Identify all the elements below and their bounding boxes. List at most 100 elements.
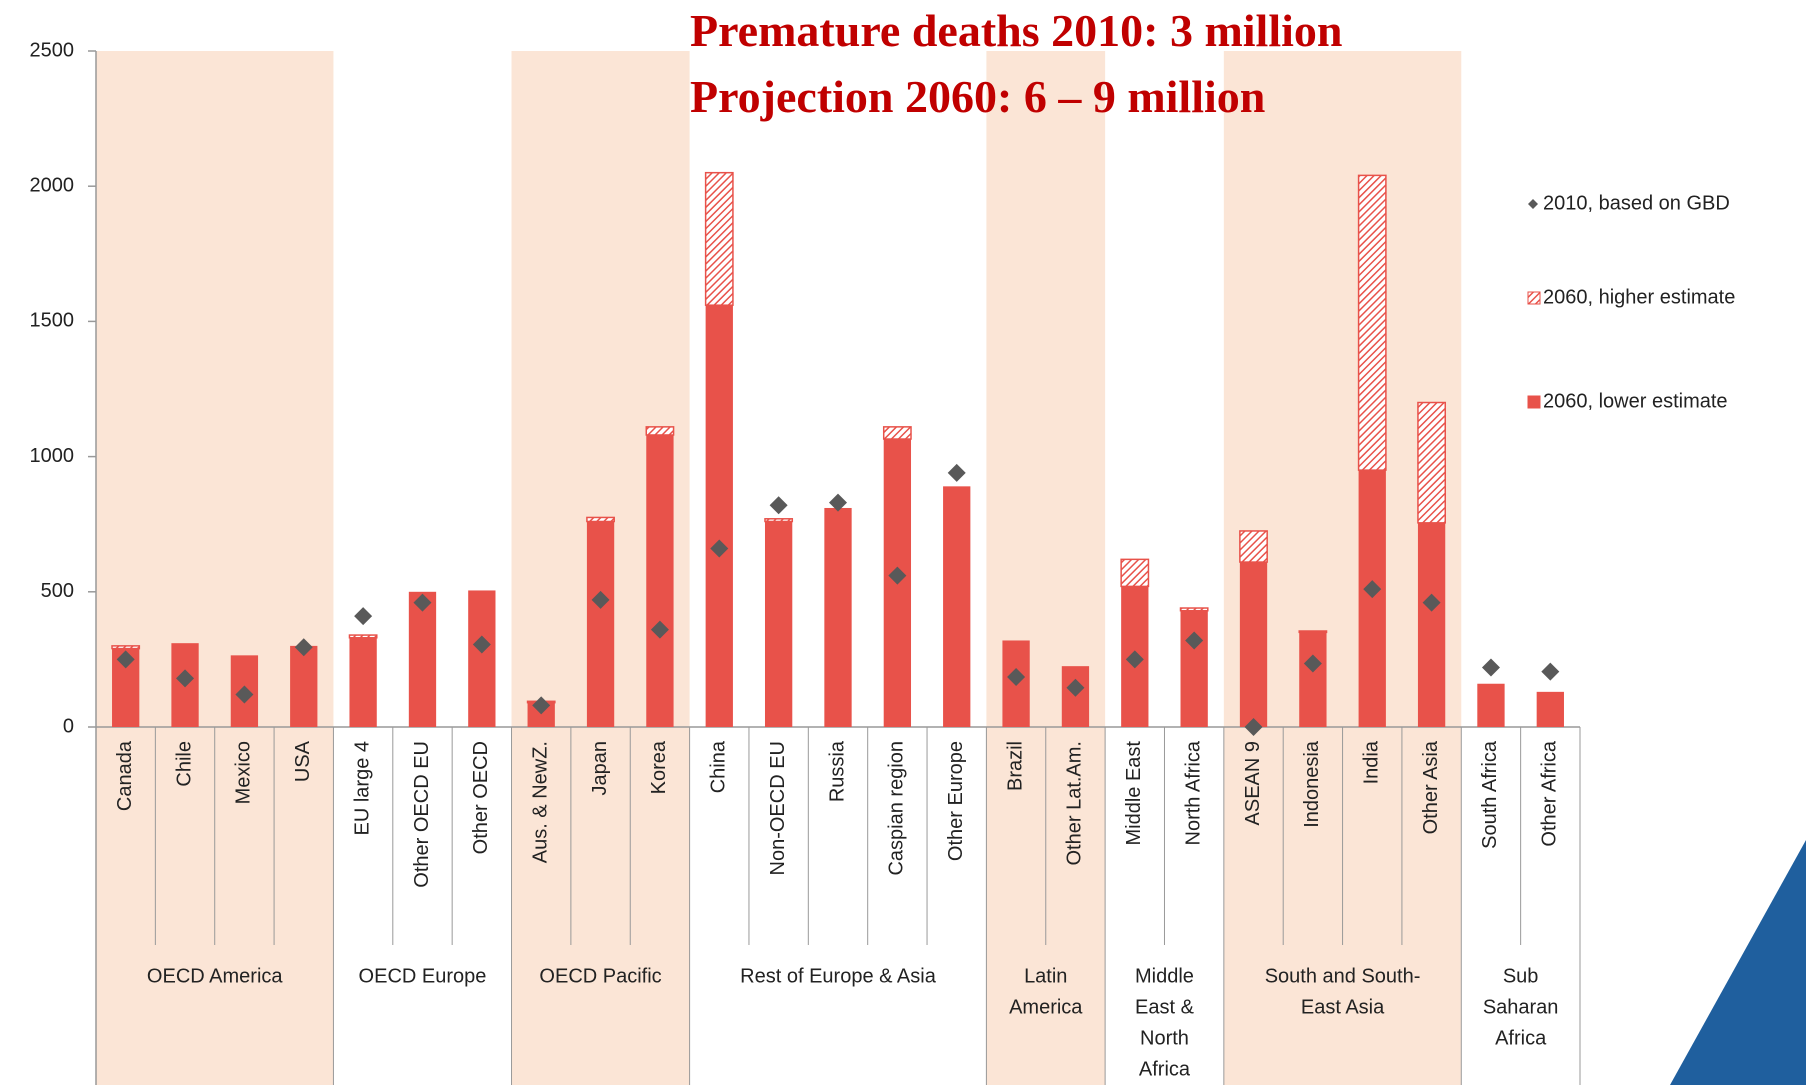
marker-2010 xyxy=(1125,650,1144,669)
marker-2010 xyxy=(1481,658,1500,677)
y-tick-label: 500 xyxy=(41,580,74,602)
marker-2010 xyxy=(176,669,195,688)
bar-lower-estimate xyxy=(290,645,318,727)
x-tick-label: Other OECD EU xyxy=(411,741,433,888)
group-label: Latin xyxy=(1024,965,1067,987)
group-label: OECD Pacific xyxy=(539,965,661,987)
x-tick-label: Middle East xyxy=(1123,741,1145,846)
marker-2010 xyxy=(1541,662,1560,681)
legend-marker xyxy=(1527,291,1541,305)
bar-higher-estimate xyxy=(586,516,615,523)
bar-lower-estimate xyxy=(1239,562,1268,727)
y-tick-label: 1500 xyxy=(30,310,75,332)
bar-higher-estimate xyxy=(645,426,675,436)
chart-title: Projection 2060: 6 – 9 million xyxy=(690,71,1265,122)
bar-lower-estimate xyxy=(349,637,377,727)
bar-higher-estimate xyxy=(704,171,734,306)
marker-2010 xyxy=(769,496,788,515)
x-tick-label: Chile xyxy=(173,741,195,787)
marker-2010 xyxy=(235,685,254,704)
bar-lower-estimate xyxy=(1358,470,1386,727)
group-label: South and South- xyxy=(1265,965,1421,987)
bar-lower-estimate xyxy=(1180,610,1208,727)
marker-2010 xyxy=(1303,654,1322,673)
bar-lower-estimate xyxy=(408,591,437,727)
x-tick-label: Russia xyxy=(826,740,848,802)
marker-2010 xyxy=(116,650,135,669)
marker-2010 xyxy=(650,620,669,639)
bar-higher-estimate xyxy=(348,634,378,639)
group-label: OECD America xyxy=(147,965,283,987)
x-tick-label: Aus. & NewZ. xyxy=(529,741,551,863)
x-tick-label: Other Europe xyxy=(945,741,967,861)
legend-label: 2060, lower estimate xyxy=(1543,390,1728,412)
x-tick-label: Other Asia xyxy=(1420,740,1442,834)
bar-higher-estimate xyxy=(1298,630,1328,634)
x-tick-label: Canada xyxy=(114,740,136,811)
bar-lower-estimate xyxy=(586,521,615,727)
chart-title: Premature deaths 2010: 3 million xyxy=(690,5,1342,56)
x-tick-label: Indonesia xyxy=(1301,740,1323,828)
group-label: East Asia xyxy=(1301,996,1385,1018)
bar-lower-estimate xyxy=(943,486,971,727)
bar-lower-estimate xyxy=(824,507,852,727)
marker-2010 xyxy=(888,566,907,585)
decoration xyxy=(1670,840,1806,1085)
group-label: America xyxy=(1009,996,1083,1018)
x-tick-label: Non-OECD EU xyxy=(767,741,789,875)
marker-2010 xyxy=(1007,667,1026,686)
x-tick-label: India xyxy=(1361,740,1383,784)
bar-lower-estimate xyxy=(1299,632,1327,727)
x-tick-label: Korea xyxy=(648,740,670,794)
group-label: Sub xyxy=(1503,965,1539,987)
legend-marker xyxy=(1528,199,1538,209)
bar-higher-estimate xyxy=(1239,530,1268,563)
legend-marker xyxy=(1527,395,1541,409)
x-tick-label: USA xyxy=(292,740,314,782)
y-tick-label: 0 xyxy=(63,715,74,737)
legend-label: 2010, based on GBD xyxy=(1543,192,1730,214)
group-label: Rest of Europe & Asia xyxy=(740,965,937,987)
group-label: OECD Europe xyxy=(359,965,487,987)
y-tick-label: 2500 xyxy=(30,39,75,61)
marker-2010 xyxy=(591,590,610,609)
marker-2010 xyxy=(294,638,313,657)
bar-higher-estimate xyxy=(764,518,794,523)
bar-lower-estimate xyxy=(1477,683,1505,727)
bar-higher-estimate xyxy=(1179,607,1209,612)
bar-lower-estimate xyxy=(468,590,496,727)
x-tick-label: North Africa xyxy=(1182,740,1204,845)
group-label: Africa xyxy=(1495,1027,1547,1049)
bar-lower-estimate xyxy=(1417,522,1446,727)
x-tick-label: Brazil xyxy=(1004,741,1026,791)
marker-2010 xyxy=(1244,718,1263,736)
x-tick-label: Other OECD xyxy=(470,741,492,854)
bar-lower-estimate xyxy=(646,434,674,727)
bar-lower-estimate xyxy=(1536,691,1564,727)
group-label: Saharan xyxy=(1483,996,1559,1018)
marker-2010 xyxy=(829,493,847,512)
x-tick-label: EU large 4 xyxy=(351,741,373,836)
bar-lower-estimate xyxy=(764,521,793,727)
group-label: Africa xyxy=(1139,1058,1191,1080)
marker-2010 xyxy=(947,463,966,482)
bar-higher-estimate xyxy=(1417,401,1447,524)
x-tick-label: Japan xyxy=(589,741,611,796)
marker-2010 xyxy=(1363,580,1382,599)
y-tick-label: 1000 xyxy=(30,445,75,467)
group-label: East & xyxy=(1135,996,1195,1018)
bar-lower-estimate xyxy=(705,305,733,727)
marker-2010 xyxy=(1422,593,1441,612)
marker-2010 xyxy=(710,539,729,558)
marker-2010 xyxy=(413,593,432,612)
bar-higher-estimate xyxy=(1120,558,1150,588)
x-tick-label: Other Africa xyxy=(1539,740,1561,846)
x-tick-label: ASEAN 9 xyxy=(1242,741,1264,825)
bar-higher-estimate xyxy=(882,426,912,440)
marker-2010 xyxy=(354,607,373,626)
y-tick-label: 2000 xyxy=(30,174,75,196)
bar-higher-estimate xyxy=(1357,174,1387,471)
marker-2010 xyxy=(1185,631,1204,650)
x-tick-label: Caspian region xyxy=(886,741,908,876)
